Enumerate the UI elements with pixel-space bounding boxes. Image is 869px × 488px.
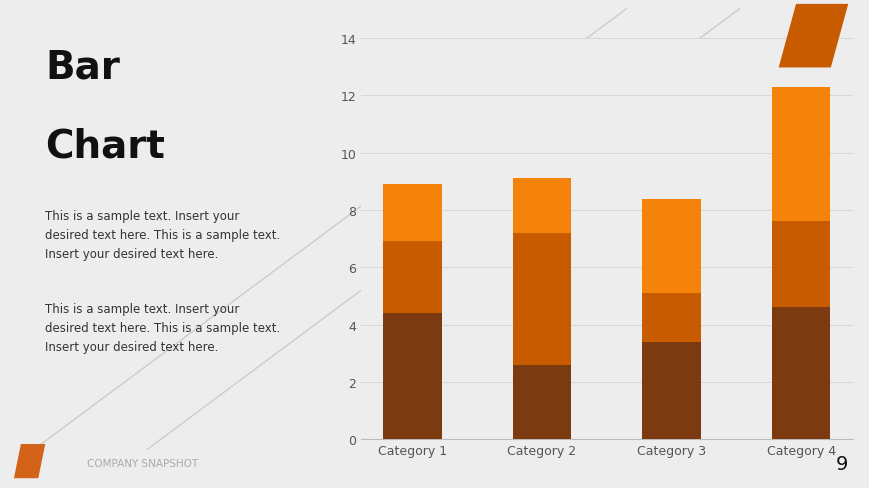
Bar (383, 313, 441, 439)
Bar (383, 185, 441, 242)
Bar (771, 88, 829, 222)
Bar (771, 222, 829, 308)
Text: This is a sample text. Insert your
desired text here. This is a sample text.
Ins: This is a sample text. Insert your desir… (45, 210, 280, 261)
Bar (513, 233, 571, 365)
Bar (641, 199, 700, 293)
Polygon shape (14, 444, 45, 478)
Text: 9: 9 (835, 454, 847, 473)
Text: This is a sample text. Insert your
desired text here. This is a sample text.
Ins: This is a sample text. Insert your desir… (45, 303, 280, 353)
Bar (383, 242, 441, 313)
Bar (513, 179, 571, 233)
Text: COMPANY SNAPSHOT: COMPANY SNAPSHOT (87, 459, 198, 468)
Bar (641, 342, 700, 439)
Text: Bar: Bar (45, 49, 120, 87)
Bar (771, 308, 829, 439)
Bar (513, 365, 571, 439)
Text: Chart: Chart (45, 127, 165, 165)
Bar (641, 293, 700, 342)
